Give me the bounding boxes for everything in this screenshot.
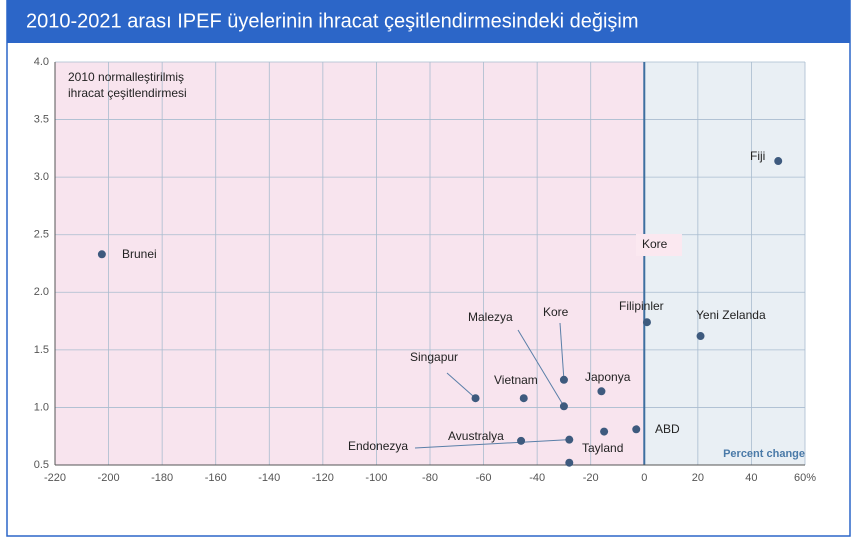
- chart-title: 2010-2021 arası IPEF üyelerinin ihracat …: [26, 10, 639, 32]
- x-tick-label: -80: [422, 472, 438, 484]
- point: [97, 250, 106, 259]
- negative-region: [55, 62, 645, 465]
- point: [559, 375, 568, 384]
- x-tick-label: -140: [258, 472, 280, 484]
- point: [565, 458, 574, 467]
- point: [600, 427, 609, 436]
- x-tick-label: 0: [641, 472, 647, 484]
- leader-line: [446, 372, 476, 399]
- point: [632, 425, 641, 434]
- x-axis-title: Percent change: [723, 448, 805, 460]
- y-tick-label: 4.0: [34, 56, 49, 68]
- point-label: Singapur: [410, 350, 458, 364]
- x-tick-label: -20: [583, 472, 599, 484]
- x-tick-label: -180: [151, 472, 173, 484]
- x-tick-label: -120: [312, 472, 334, 484]
- annotation: Kore: [642, 237, 668, 251]
- point-label: Endonezya: [348, 439, 408, 453]
- point-label: Vietnam: [494, 373, 538, 387]
- x-tick-label: 60%: [794, 472, 816, 484]
- x-tick-label: -40: [529, 472, 545, 484]
- leader-line: [414, 439, 570, 449]
- point: [597, 387, 606, 396]
- y-annotation: 2010 normalleştirilmiş: [68, 70, 184, 84]
- y-tick-label: 2.5: [34, 229, 49, 241]
- point-label: Tayland: [582, 441, 623, 455]
- point-label: Malezya: [468, 310, 513, 324]
- annotation-box: [636, 234, 682, 256]
- y-tick-label: 1.5: [34, 344, 49, 356]
- y-tick-label: 3.5: [34, 113, 49, 125]
- leader-line: [559, 322, 565, 380]
- point-label: Yeni Zelanda: [696, 308, 766, 322]
- x-tick-label: -60: [476, 472, 492, 484]
- point: [559, 402, 568, 411]
- y-tick-label: 0.5: [34, 459, 49, 471]
- y-tick-label: 3.0: [34, 171, 49, 183]
- y-tick-label: 1.0: [34, 401, 49, 413]
- x-tick-label: -220: [44, 472, 66, 484]
- x-tick-label: -160: [205, 472, 227, 484]
- point: [774, 157, 783, 166]
- point: [696, 332, 705, 341]
- point: [519, 394, 528, 403]
- x-tick-label: -100: [365, 472, 387, 484]
- point-label: Fiji: [750, 149, 765, 163]
- x-tick-label: 20: [692, 472, 704, 484]
- point-label: ABD: [655, 422, 680, 436]
- point-label: Filipinler: [619, 299, 664, 313]
- title-bar: [7, 0, 850, 43]
- x-tick-label: 40: [745, 472, 757, 484]
- y-annotation: ihracat çeşitlendirmesi: [68, 86, 187, 100]
- leader-line: [517, 329, 565, 407]
- point: [471, 394, 480, 403]
- point: [642, 318, 651, 327]
- point: [517, 436, 526, 445]
- y-tick-label: 2.0: [34, 286, 49, 298]
- point-label: Japonya: [585, 370, 631, 384]
- x-tick-label: -200: [98, 472, 120, 484]
- positive-region: [644, 62, 805, 465]
- point-label: Brunei: [122, 247, 157, 261]
- point: [565, 435, 574, 444]
- point-label: Kore: [543, 305, 569, 319]
- point-label: Avustralya: [448, 429, 504, 443]
